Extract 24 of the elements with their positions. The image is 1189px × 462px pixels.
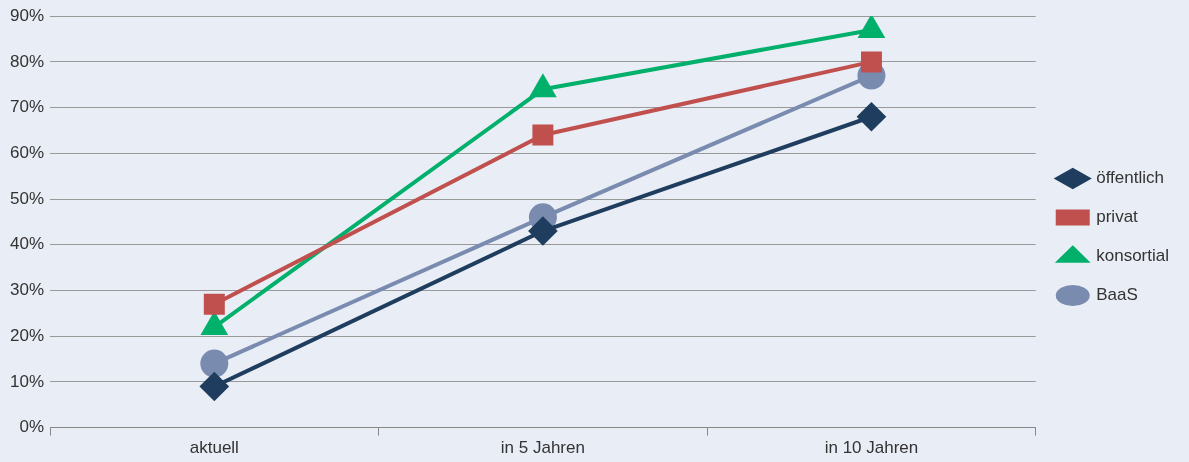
point [532,124,554,146]
legend-label: öffentlich [1096,168,1164,188]
legend-label: konsortial [1096,246,1170,266]
point [200,349,229,378]
y-tick-label: 70% [9,97,45,117]
y-tick-label: 0% [19,417,45,437]
point [528,217,557,246]
y-tick-label: 80% [9,51,45,71]
y-tick-label: 50% [9,188,45,208]
y-tick-label: 60% [9,143,45,163]
point [860,51,882,73]
point [200,372,229,401]
y-tick-label: 10% [9,371,45,391]
y-tick-label: 30% [9,280,45,300]
point [857,102,886,131]
y-tick-label: 40% [9,234,45,254]
y-tick-label: 90% [9,5,45,25]
x-tick-label: aktuell [189,438,239,458]
x-tick-label: in 10 Jahren [824,438,919,458]
legend-label: privat [1096,207,1139,227]
point [203,293,225,315]
legend-label: BaaS [1096,285,1138,305]
y-tick-label: 20% [9,325,45,345]
x-tick-label: in 5 Jahren [500,438,585,458]
